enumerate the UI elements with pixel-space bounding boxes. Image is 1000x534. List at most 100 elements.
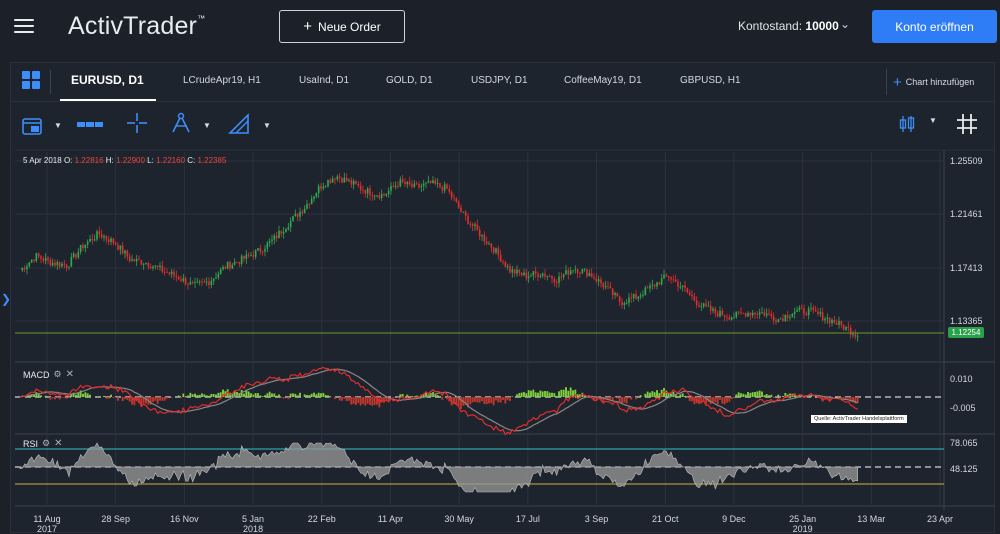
candle-body — [131, 259, 133, 261]
rsi-axis-label: 48.125 — [950, 464, 978, 474]
macd-histogram-bar — [777, 394, 780, 397]
macd-histogram-bar — [189, 392, 192, 397]
chevron-left-icon[interactable]: ❯ — [1, 292, 12, 306]
candles-icon[interactable] — [898, 115, 916, 133]
macd-histogram-bar — [595, 397, 598, 401]
candle-body — [175, 275, 178, 277]
line-tool-icon[interactable] — [228, 113, 250, 135]
grid-icon[interactable] — [956, 113, 978, 135]
active-tab-indicator — [60, 99, 156, 101]
macd-histogram-bar — [233, 391, 236, 397]
tab-coffee[interactable]: CoffeeMay19, D1 — [564, 75, 642, 86]
candle-body — [54, 262, 56, 266]
drawing-tool-icon[interactable] — [170, 112, 192, 134]
macd-histogram-bar — [460, 397, 462, 409]
close-icon[interactable]: ✕ — [54, 438, 63, 449]
open-account-button[interactable]: Konto eröffnen — [872, 10, 997, 43]
tab-lcrude[interactable]: LCrudeApr19, H1 — [183, 75, 261, 86]
candle-body — [782, 318, 784, 321]
candle-body — [47, 257, 49, 260]
candle-body — [278, 230, 280, 239]
candle-body — [674, 279, 677, 282]
macd-histogram-bar — [448, 397, 451, 402]
macd-label: MACD ⚙ ✕ — [23, 369, 74, 380]
layout-grid-icon[interactable] — [22, 71, 40, 89]
macd-histogram-bar — [742, 393, 745, 397]
macd-histogram-bar — [495, 397, 497, 401]
macd-histogram-bar — [79, 390, 82, 397]
candle-body — [754, 312, 756, 315]
chevron-down-icon[interactable]: ⌄ — [840, 17, 851, 31]
macd-histogram-bar — [126, 397, 129, 400]
candle-body — [376, 195, 378, 197]
macd-histogram-bar — [511, 396, 514, 397]
candle-body — [352, 180, 355, 185]
candle-body — [275, 235, 278, 239]
macd-histogram-bar — [457, 397, 460, 406]
tab-gold[interactable]: GOLD, D1 — [386, 75, 433, 86]
candle-body — [803, 308, 805, 314]
settings-icon[interactable]: ⚙ — [53, 369, 62, 379]
candle-body — [793, 311, 796, 314]
tab-usdjpy[interactable]: USDJPY, D1 — [471, 75, 528, 86]
candle-body — [84, 244, 87, 249]
candle-body — [460, 207, 462, 212]
macd-histogram-bar — [544, 391, 546, 397]
candle-body — [212, 278, 215, 281]
candle-body — [728, 317, 731, 320]
candle-body — [842, 324, 845, 330]
candle-body — [819, 312, 822, 314]
new-order-button[interactable]: + Neue Order — [279, 10, 405, 43]
candle-body — [350, 180, 353, 185]
macd-histogram-bar — [387, 397, 390, 402]
candle-body — [499, 254, 502, 262]
macd-histogram-bar — [121, 397, 124, 402]
macd-histogram-bar — [726, 397, 728, 403]
candle-body — [455, 198, 458, 202]
candle-body — [833, 319, 836, 324]
candle-body — [189, 282, 192, 285]
crosshair-icon[interactable] — [126, 112, 148, 134]
candle-body — [177, 276, 180, 280]
candle-body — [226, 261, 229, 269]
candle-body — [247, 254, 250, 256]
menu-icon[interactable] — [14, 19, 34, 33]
candle-body — [408, 181, 411, 185]
chevron-down-icon[interactable]: ▼ — [203, 121, 211, 130]
chevron-down-icon[interactable]: ▼ — [263, 121, 271, 130]
price-axis-label: 1.25509 — [950, 156, 983, 166]
candle-body — [378, 195, 381, 199]
candle-body — [719, 310, 721, 317]
add-chart-button[interactable]: + Chart hinzufügen — [886, 69, 983, 95]
macd-histogram-bar — [208, 395, 210, 397]
tab-eurusd[interactable]: EURUSD, D1 — [71, 73, 144, 87]
candle-body — [614, 292, 616, 296]
candle-body — [264, 248, 266, 252]
candle-body — [145, 262, 147, 265]
chevron-down-icon[interactable]: ▼ — [929, 116, 937, 125]
candle-body — [511, 269, 514, 273]
chevron-down-icon[interactable]: ▼ — [54, 121, 62, 130]
close-icon[interactable]: ✕ — [65, 369, 74, 380]
settings-icon[interactable]: ⚙ — [42, 438, 51, 448]
candle-body — [854, 334, 857, 337]
plus-icon: + — [303, 17, 313, 35]
macd-histogram-bar — [509, 397, 511, 401]
macd-histogram-bar — [72, 392, 75, 397]
logo: ActivTrader™ — [68, 12, 206, 40]
chart-type-icon[interactable] — [76, 117, 104, 131]
macd-histogram-bar — [471, 397, 474, 403]
macd-histogram-bar — [744, 394, 747, 397]
macd-histogram-bar — [352, 397, 355, 404]
candle-body — [394, 185, 397, 187]
account-balance[interactable]: Kontostand: 10000 — [738, 19, 839, 33]
candle-body — [588, 273, 591, 277]
calendar-icon[interactable] — [22, 116, 44, 136]
tab-gbpusd[interactable]: GBPUSD, H1 — [680, 75, 741, 86]
candle-body — [772, 316, 775, 321]
tab-usaind[interactable]: UsaInd, D1 — [299, 75, 350, 86]
candle-body — [310, 198, 313, 205]
candle-body — [82, 245, 84, 249]
candle-body — [845, 326, 847, 330]
